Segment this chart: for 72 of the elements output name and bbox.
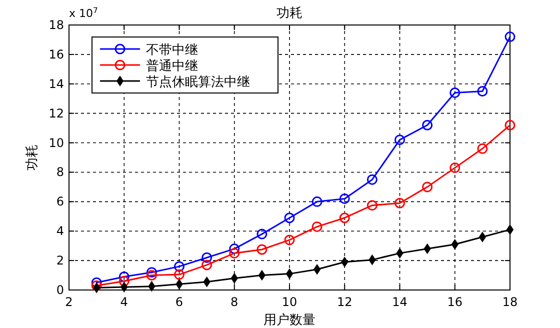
text: x 10$^{7}$ — [69, 6, 98, 20]
point — [424, 244, 431, 254]
point — [450, 162, 460, 174]
legend-label: 不带中继 — [146, 43, 198, 58]
point — [203, 276, 210, 287]
point — [176, 279, 183, 290]
x-tick-label: 2 — [65, 295, 73, 309]
point — [284, 234, 295, 246]
x-axis-title: 用户数量 — [264, 313, 316, 328]
point — [229, 248, 240, 258]
point — [148, 281, 156, 292]
point — [368, 254, 376, 265]
point — [314, 264, 321, 274]
point — [478, 232, 486, 242]
point — [450, 87, 460, 98]
point — [174, 269, 184, 280]
y-tick-label: 14 — [48, 76, 64, 91]
point — [504, 32, 516, 42]
x-tick-label: 12 — [336, 295, 352, 309]
point — [202, 252, 212, 263]
y-axis-title: 功耗 — [25, 144, 40, 170]
point — [91, 277, 102, 288]
point — [256, 244, 268, 255]
point — [341, 257, 348, 268]
point — [504, 120, 516, 130]
chart-title: 功耗 — [276, 6, 302, 21]
point — [366, 200, 378, 211]
point — [396, 248, 404, 258]
y-tick-label: 16 — [48, 47, 64, 62]
x-tick-label: 10 — [282, 295, 298, 309]
point — [339, 193, 350, 204]
y-tick-label: 0 — [56, 283, 64, 297]
point — [477, 86, 488, 96]
point — [284, 212, 295, 224]
point — [366, 174, 378, 185]
point — [91, 280, 102, 291]
point — [93, 282, 100, 293]
point — [256, 228, 268, 240]
point — [339, 212, 350, 224]
x-tick-label: 6 — [175, 295, 184, 309]
point — [120, 282, 128, 292]
point — [394, 134, 405, 146]
y-tick-label: 2 — [56, 254, 64, 268]
x-tick-label: 16 — [447, 295, 463, 309]
legend-label: 普通中继 — [146, 58, 198, 74]
x-tick-label: 18 — [502, 295, 518, 309]
y-tick-label: 4 — [56, 224, 64, 238]
point — [422, 120, 433, 130]
y-tick-label: 6 — [56, 194, 64, 209]
point — [422, 182, 433, 192]
point — [230, 273, 238, 284]
point — [258, 270, 266, 280]
x-tick-label: 14 — [392, 295, 408, 309]
y-tick-label: 18 — [48, 18, 64, 32]
point — [174, 261, 184, 272]
point — [229, 244, 240, 254]
point — [146, 267, 157, 278]
point — [477, 143, 488, 154]
point — [118, 276, 130, 286]
point — [146, 270, 157, 281]
point — [202, 260, 212, 270]
y-tick-label: 10 — [48, 136, 64, 150]
x-tick-label: 4 — [120, 295, 128, 309]
point — [312, 196, 322, 207]
legend-label: 节点休眠算法中继 — [146, 75, 250, 90]
point — [451, 239, 458, 250]
y-tick-label: 12 — [48, 106, 64, 120]
point — [394, 198, 405, 208]
y-tick-label: 8 — [56, 165, 64, 180]
point — [312, 221, 322, 232]
x-tick-label: 8 — [230, 295, 238, 309]
point — [118, 272, 130, 282]
